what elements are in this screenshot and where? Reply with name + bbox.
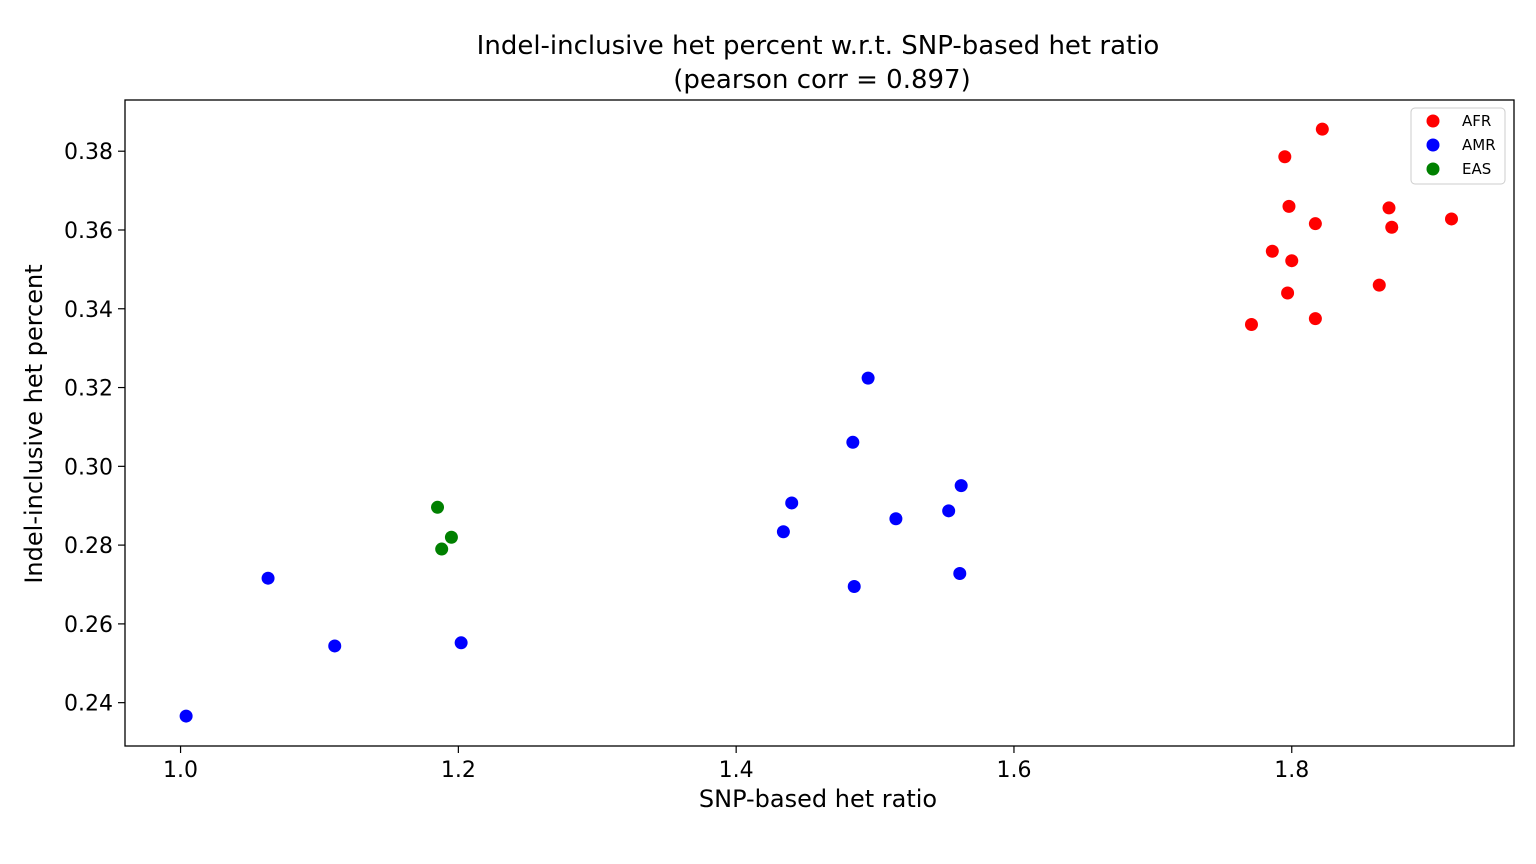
- points-layer: [179, 122, 1458, 723]
- x-tick-label: 1.6: [996, 758, 1031, 783]
- data-point-afr: [1372, 278, 1386, 292]
- chart-subtitle: (pearson corr = 0.897): [673, 65, 970, 95]
- data-point-amr: [454, 636, 468, 650]
- y-tick-label: 0.24: [64, 692, 113, 717]
- plot-frame: [124, 99, 1515, 747]
- legend-marker-eas: [1426, 162, 1440, 176]
- y-tick-label: 0.38: [64, 140, 113, 165]
- data-point-amr: [847, 579, 861, 593]
- data-point-afr: [1308, 217, 1322, 231]
- legend-marker-afr: [1426, 114, 1440, 128]
- x-axis-label: SNP-based het ratio: [699, 785, 937, 813]
- y-tick-label: 0.30: [64, 455, 113, 480]
- x-tick-label: 1.2: [441, 758, 476, 783]
- data-point-afr: [1315, 122, 1329, 136]
- y-axis-label: Indel-inclusive het percent: [20, 264, 48, 583]
- y-tick-label: 0.36: [64, 219, 113, 244]
- chart-title: Indel-inclusive het percent w.r.t. SNP-b…: [477, 31, 1160, 61]
- data-point-amr: [261, 571, 275, 585]
- legend: AFR AMR EAS: [1410, 107, 1506, 185]
- data-point-amr: [785, 496, 799, 510]
- data-point-afr: [1265, 244, 1279, 258]
- data-point-amr: [328, 639, 342, 653]
- data-point-amr: [942, 504, 956, 518]
- ticks-layer: 1.0 1.2 1.4 1.6 1.8 0.24 0.26 0.28 0.30 0.32 0.34 0…: [64, 140, 1309, 783]
- data-point-eas: [431, 500, 445, 514]
- data-point-amr: [953, 566, 967, 580]
- data-point-afr: [1281, 286, 1295, 300]
- legend-label-amr: AMR: [1462, 136, 1496, 154]
- data-point-afr: [1244, 318, 1258, 332]
- data-point-afr: [1308, 312, 1322, 326]
- data-point-afr: [1282, 199, 1296, 213]
- series-eas: [431, 500, 458, 556]
- data-point-amr: [861, 371, 875, 385]
- x-tick-label: 1.0: [163, 758, 198, 783]
- x-tick-label: 1.8: [1274, 758, 1309, 783]
- legend-label-eas: EAS: [1462, 160, 1491, 178]
- data-point-afr: [1444, 212, 1458, 226]
- data-point-amr: [889, 512, 903, 526]
- data-point-afr: [1382, 201, 1396, 215]
- data-point-amr: [846, 435, 860, 449]
- series-afr: [1244, 122, 1458, 332]
- data-point-amr: [179, 709, 193, 723]
- x-tick-label: 1.4: [719, 758, 754, 783]
- series-amr: [179, 371, 968, 723]
- data-point-amr: [954, 479, 968, 493]
- data-point-afr: [1278, 150, 1292, 164]
- data-point-afr: [1285, 254, 1299, 268]
- y-tick-label: 0.26: [64, 613, 113, 638]
- data-point-eas: [435, 542, 449, 556]
- data-point-eas: [444, 530, 458, 544]
- y-tick-label: 0.28: [64, 534, 113, 559]
- y-tick-label: 0.34: [64, 298, 113, 323]
- legend-label-afr: AFR: [1462, 112, 1491, 130]
- y-tick-label: 0.32: [64, 377, 113, 402]
- data-point-amr: [776, 525, 790, 539]
- legend-marker-amr: [1426, 138, 1440, 152]
- data-point-afr: [1385, 220, 1399, 234]
